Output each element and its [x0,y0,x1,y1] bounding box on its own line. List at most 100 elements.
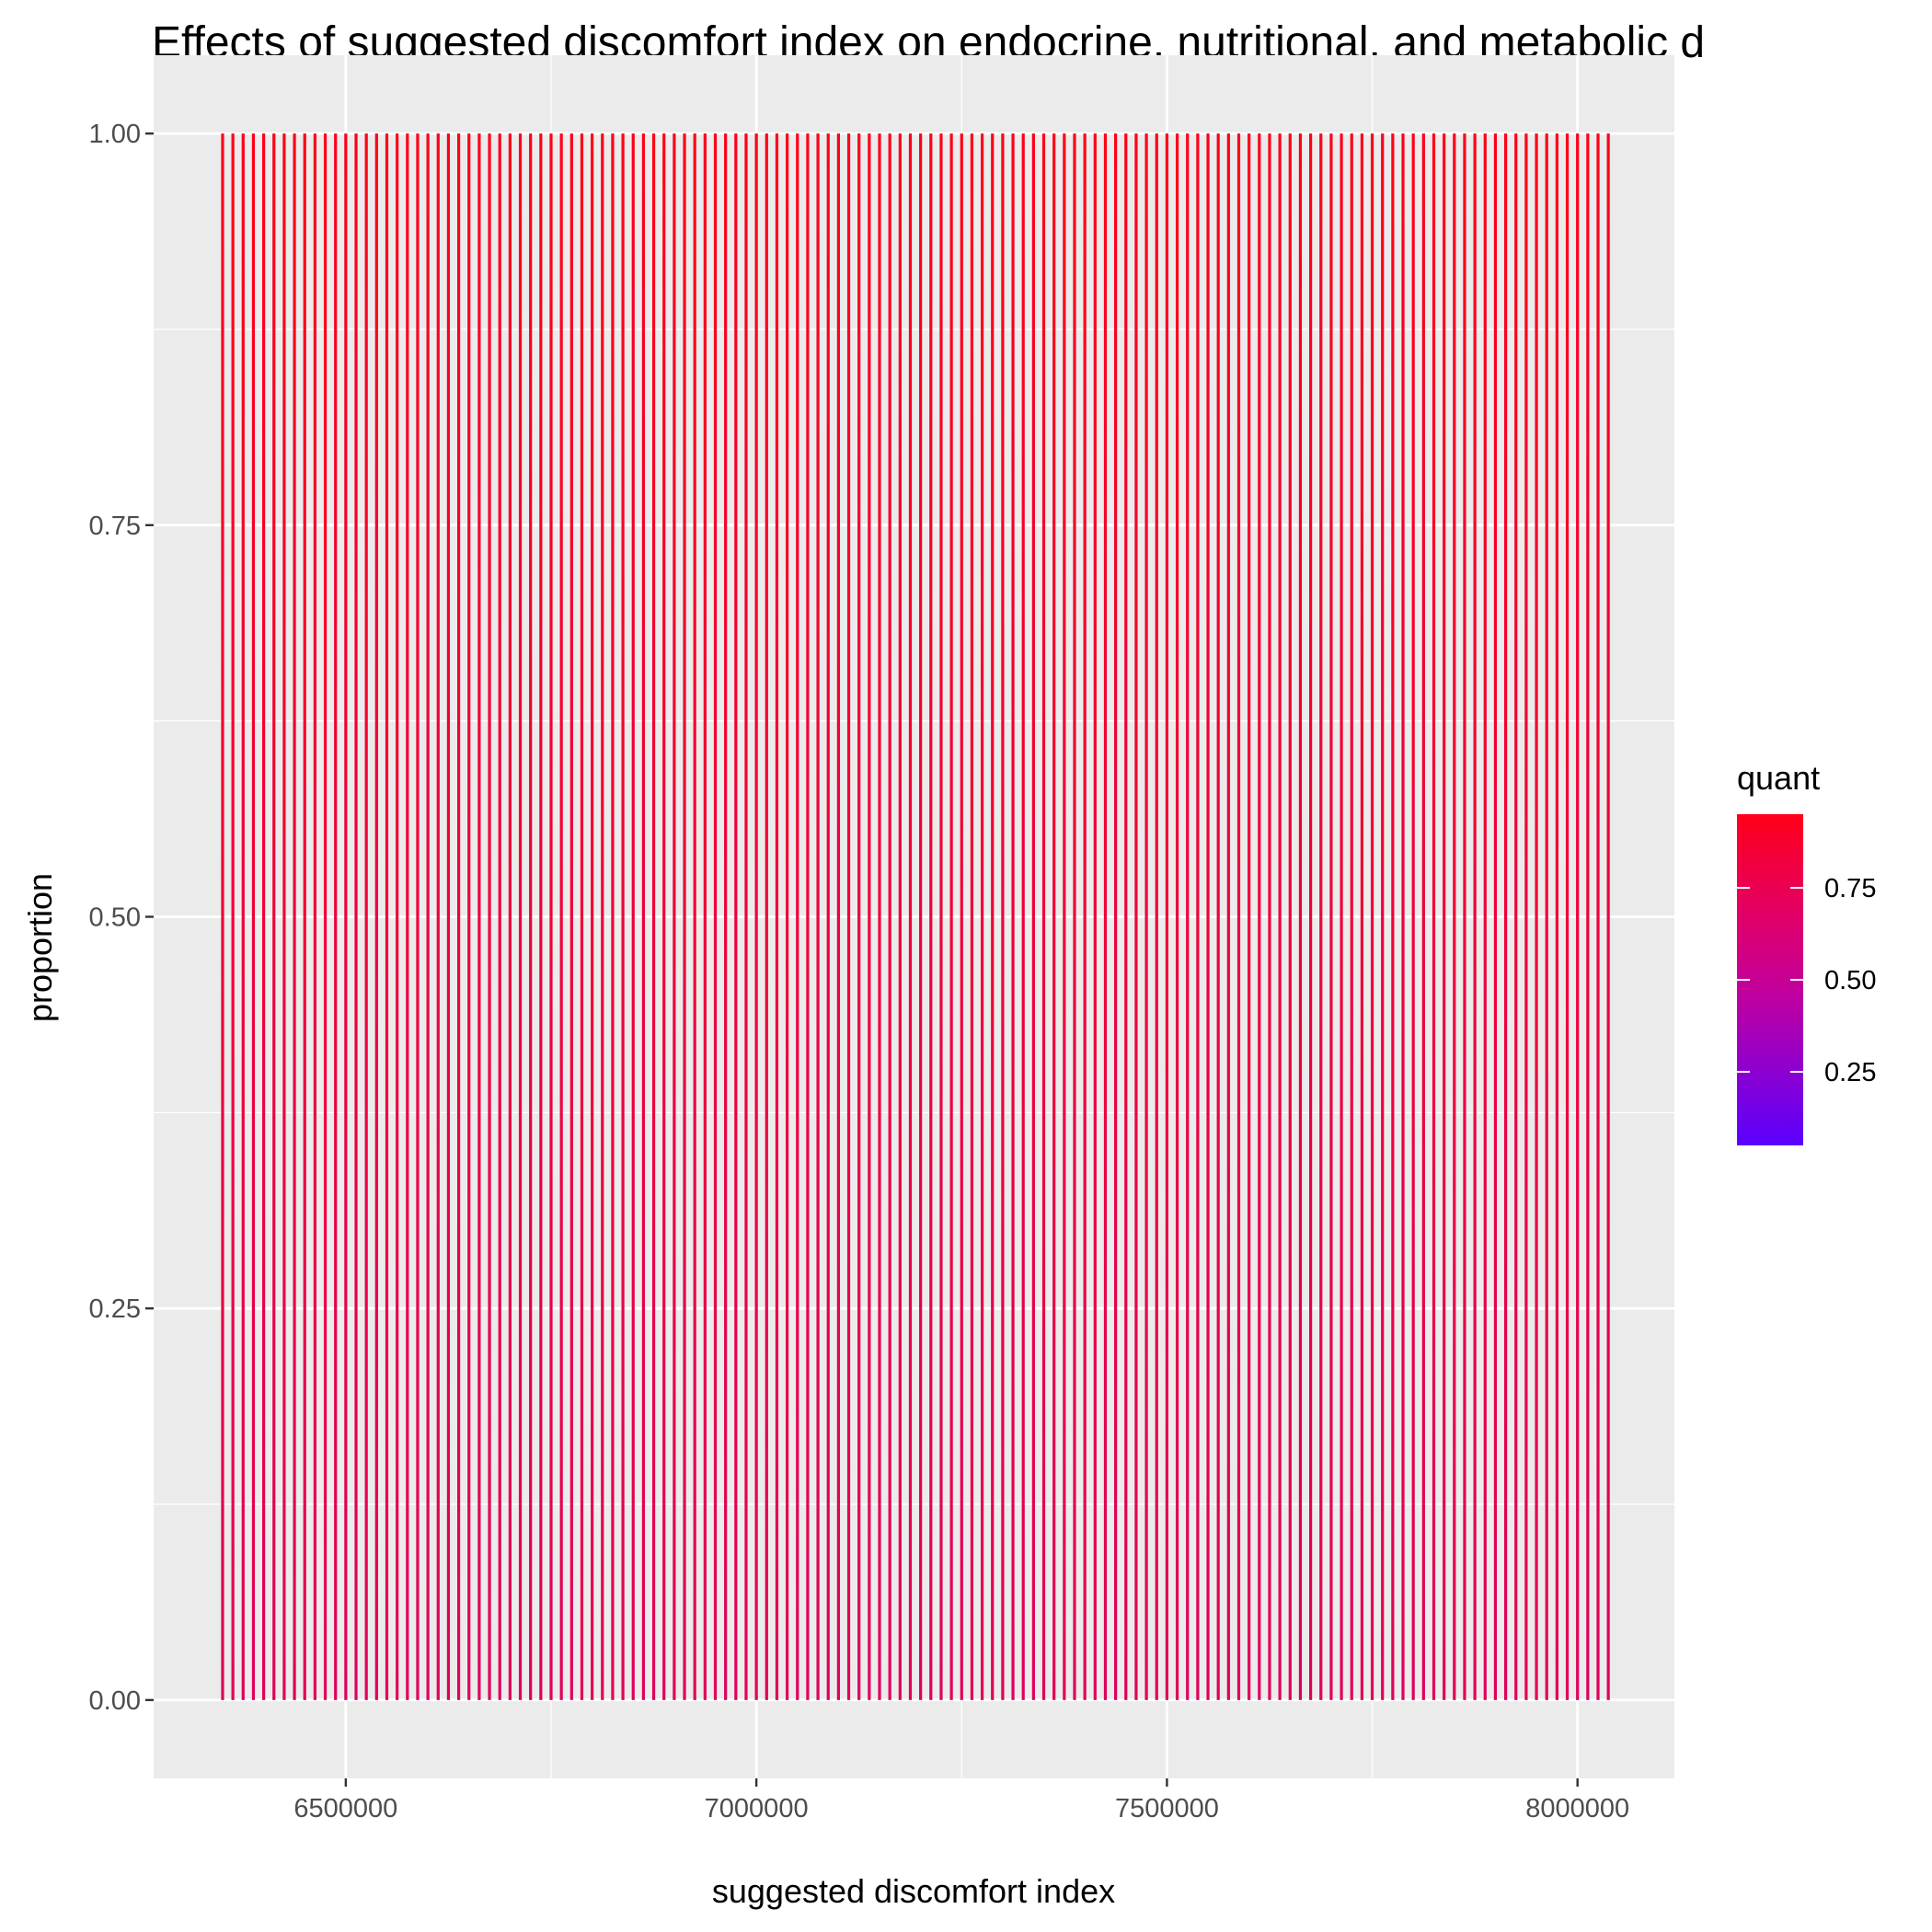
data-segment [1268,133,1271,1700]
data-segment [1206,133,1210,1700]
data-segment [683,133,686,1700]
data-segment [775,133,779,1700]
data-segment [1144,133,1148,1700]
data-segment [251,133,256,1700]
y-axis-title: proportion [21,873,59,1022]
data-segment [868,133,871,1700]
data-segment [1391,133,1395,1700]
data-segment [1258,133,1261,1700]
data-segment [1329,133,1333,1700]
data-segment [651,133,656,1700]
legend-label: 0.50 [1824,966,1876,995]
data-segment [1236,133,1241,1700]
x-tick-label: 6500000 [293,1794,397,1823]
data-segment [846,133,851,1700]
data-segment [1493,133,1498,1700]
data-segment [580,133,584,1700]
data-segment [1524,133,1528,1700]
data-segment [1483,133,1487,1700]
data-segment [1586,133,1590,1700]
data-segment [888,133,891,1700]
data-segment [611,133,615,1700]
data-segment [1124,133,1128,1700]
data-segment [1021,133,1025,1700]
data-segment [1063,133,1066,1700]
y-axis: 0.00 0.25 0.50 0.75 1.00 [89,120,154,1716]
data-segment [991,133,995,1700]
data-segment [1565,133,1570,1700]
data-segment [313,133,316,1700]
data-segment [1514,133,1518,1700]
data-segment [878,133,881,1700]
legend-label: 0.75 [1824,874,1876,903]
data-segment [744,133,748,1700]
data-segment [1114,133,1118,1700]
data-segment [364,133,368,1700]
data-segment [354,133,358,1700]
data-segment [1350,133,1353,1700]
data-segment [1052,133,1056,1700]
data-segment [1155,133,1158,1700]
data-segment [426,133,430,1700]
data-segment [724,133,728,1700]
data-segment [406,133,409,1700]
data-segment [786,133,789,1700]
data-segment [1381,133,1385,1700]
data-segment [344,133,348,1700]
data-segment [396,133,399,1700]
data-segment [836,133,840,1700]
data-segment [1248,133,1251,1700]
data-segment [621,133,625,1700]
data-segment [713,133,718,1700]
data-segment [1360,133,1363,1700]
data-segment [980,133,984,1700]
data-segment [1535,133,1538,1700]
data-segment [385,133,389,1700]
data-segment [416,133,420,1700]
legend-label: 0.25 [1824,1058,1876,1087]
data-segment [488,133,491,1700]
data-segment [857,133,861,1700]
data-segment [601,133,604,1700]
data-segment [754,133,758,1700]
data-segment [1001,133,1005,1700]
data-segment [1103,133,1108,1700]
data-segment [1370,133,1374,1700]
data-segment [221,133,224,1700]
data-segment [1226,133,1230,1700]
data-segment [241,133,245,1700]
data-segment [898,133,902,1700]
data-segment [662,133,666,1700]
data-segment [765,133,768,1700]
data-segment [1186,133,1190,1700]
data-segment [1463,133,1466,1700]
data-segment [1175,133,1179,1700]
data-segment [1453,133,1456,1700]
data-segment [569,133,573,1700]
x-axis: 6500000 7000000 7500000 8000000 [293,1778,1629,1823]
data-segment [1421,133,1425,1700]
data-segment [334,133,338,1700]
data-segment [477,133,481,1700]
data-segment [498,133,501,1700]
data-segment [703,133,707,1700]
data-segment [1031,133,1035,1700]
data-segment [1165,133,1169,1700]
color-legend: quant 0.75 0.50 0.25 [1737,759,1876,1145]
data-segment [970,133,974,1700]
data-segment [1443,133,1446,1700]
data-segment [1503,133,1508,1700]
y-tick-label: 1.00 [89,120,141,149]
data-segment [1319,133,1323,1700]
data-segment [231,133,235,1700]
data-segment [282,133,286,1700]
data-segment [1340,133,1343,1700]
legend-title: quant [1737,759,1820,797]
data-segment [908,133,913,1700]
data-segment [796,133,799,1700]
data-segment [1309,133,1313,1700]
x-axis-title: suggested discomfort index [712,1872,1115,1910]
data-segment [816,133,820,1700]
data-segment [1216,133,1220,1700]
data-segment [919,133,923,1700]
